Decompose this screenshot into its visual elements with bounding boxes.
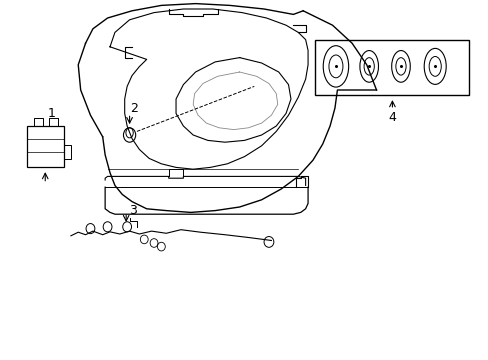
Bar	[315, 40, 468, 95]
Text: 2: 2	[130, 102, 138, 114]
Text: 1: 1	[47, 107, 55, 120]
Bar	[27, 126, 63, 167]
Text: 4: 4	[387, 111, 396, 124]
Bar	[63, 145, 71, 159]
Text: 3: 3	[129, 204, 137, 217]
